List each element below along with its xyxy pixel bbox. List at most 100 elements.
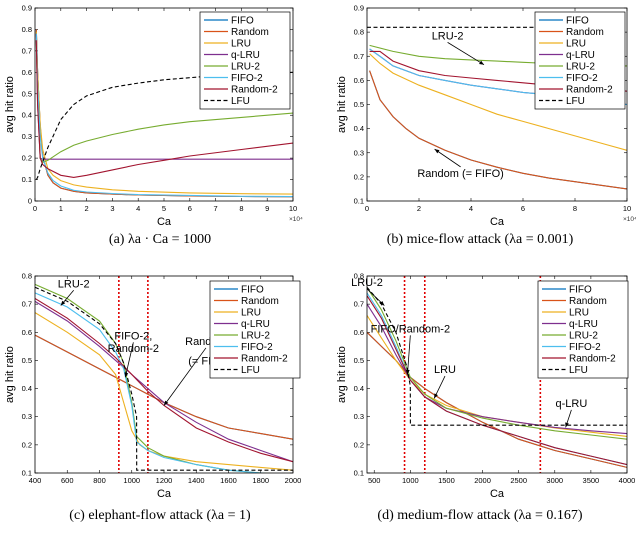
arrow-head	[60, 300, 66, 306]
legend-entry: FIFO	[566, 16, 589, 27]
y-tick-label: 0.3	[354, 148, 364, 157]
y-tick-label: 0.5	[354, 356, 364, 365]
legend-entry: FIFO-2	[566, 73, 598, 84]
x-axis-label: Ca	[490, 488, 505, 500]
series-line-random-2	[35, 298, 293, 463]
legend-entry: Random-2	[566, 85, 613, 96]
y-tick-label: 0.6	[354, 328, 364, 337]
series-line-random-2	[367, 295, 627, 466]
annotation-arrow	[447, 42, 485, 66]
y-tick-label: 0.8	[22, 272, 32, 281]
legend-entry: LFU	[241, 365, 260, 376]
panel-caption: (b) mice-flow attack (λa = 0.001)	[387, 232, 574, 247]
y-axis-label: avg hit ratio	[4, 76, 16, 133]
legend-entry: Random	[566, 27, 604, 38]
x-tick-label: 0	[33, 204, 37, 213]
y-tick-label: 0.9	[22, 4, 32, 13]
y-tick-label: 0.7	[22, 46, 32, 55]
y-tick-label: 0.5	[354, 100, 364, 109]
panel-caption: (c) elephant-flow attack (λa = 1)	[69, 508, 251, 523]
legend-entry: LFU	[566, 96, 585, 107]
x-tick-label: 10	[289, 204, 297, 213]
x-tick-label: 7	[214, 204, 218, 213]
panel-caption: (d) medium-flow attack (λa = 0.167)	[377, 508, 583, 523]
legend-entry: LRU-2	[231, 62, 260, 73]
x-tick-label: 1800	[252, 476, 269, 485]
x-tick-label: 5	[162, 204, 166, 213]
series-line-fifo-2	[35, 33, 293, 198]
x-tick-label: 1000	[402, 476, 419, 485]
y-axis-label: avg hit ratio	[336, 76, 348, 133]
series-line-lru	[369, 53, 627, 151]
x-axis-label: Ca	[157, 216, 172, 228]
x-tick-label: 10	[623, 204, 631, 213]
series-line-random	[35, 334, 293, 440]
x-tick-label: 8	[573, 204, 577, 213]
x-tick-label: 2000	[285, 476, 302, 485]
y-tick-label: 0.1	[22, 175, 32, 184]
annotation: Random (= FIFO)	[417, 168, 504, 180]
legend-entry: Random-2	[569, 354, 616, 365]
y-tick-label: 0.2	[354, 172, 364, 181]
arrow-head	[434, 149, 440, 154]
legend-entry: LRU-2	[569, 331, 598, 342]
y-tick-label: 0.6	[22, 68, 32, 77]
x-tick-label: 1	[59, 204, 63, 213]
legend-entry: FIFO	[231, 16, 254, 27]
panel-caption: (a) λa · Ca = 1000	[109, 232, 211, 247]
chart-panel-3: 400 600 800 1000 1200 1400 1600 1800 2000 0.1 0.2 0…	[4, 272, 301, 524]
y-tick-label: 0.5	[22, 356, 32, 365]
x-tick-label: 4000	[619, 476, 636, 485]
y-tick-label: 0.3	[22, 132, 32, 141]
x-tick-label: 1500	[438, 476, 455, 485]
series-line-lru-2	[367, 287, 627, 440]
x-tick-label: 1400	[188, 476, 205, 485]
chart-panel-4: 500 1000 1500 2000 2500 3000 3500 4000 0.1 0.2 0.3…	[336, 272, 635, 524]
legend-entry: LRU	[241, 308, 261, 319]
x-tick-label: 4	[469, 204, 473, 213]
x-tick-label: 400	[29, 476, 42, 485]
x-tick-label: 9	[265, 204, 269, 213]
y-tick-label: 0.8	[354, 28, 364, 37]
x-axis-label: Ca	[157, 488, 172, 500]
series-line-random	[367, 331, 627, 468]
x-tick-label: 8	[239, 204, 243, 213]
legend-box	[199, 11, 291, 110]
arrow-head	[405, 369, 410, 375]
annotation-arrow	[407, 335, 411, 375]
y-tick-label: 0.4	[354, 384, 364, 393]
legend-entry: q-LRU	[231, 50, 260, 61]
x-multiplier: ×10⁴	[289, 216, 303, 223]
y-tick-label: 0.4	[22, 384, 32, 393]
series-line-q-lru	[35, 300, 293, 463]
y-axis-label: avg hit ratio	[4, 346, 16, 403]
legend-entry: FIFO	[241, 285, 264, 296]
plot-frame	[34, 7, 294, 202]
series-line-lru	[35, 31, 293, 195]
y-tick-label: 0.1	[354, 469, 364, 478]
legend-entry: LRU-2	[241, 331, 270, 342]
x-axis-label: Ca	[490, 216, 505, 228]
y-tick-label: 0.3	[354, 412, 364, 421]
annotation-arrow	[434, 148, 461, 168]
y-tick-label: 0.4	[22, 111, 32, 120]
x-tick-label: 800	[93, 476, 106, 485]
x-tick-label: 3500	[583, 476, 600, 485]
annotation: FIFO/Random-2	[371, 323, 450, 335]
annotation: q-LRU	[555, 398, 587, 410]
x-tick-label: 2	[417, 204, 421, 213]
legend-entry: FIFO	[569, 285, 592, 296]
x-tick-label: 1000	[123, 476, 140, 485]
annotation: Random-2	[108, 343, 159, 355]
y-tick-label: 0.1	[22, 469, 32, 478]
series-group	[35, 283, 293, 473]
legend-entry: LRU	[566, 39, 586, 50]
x-tick-label: 4	[136, 204, 140, 213]
legend-entry: q-LRU	[569, 319, 598, 330]
y-tick-label: 0.8	[354, 272, 364, 281]
x-tick-label: 2000	[474, 476, 491, 485]
arrow-head	[164, 400, 169, 406]
legend-entry: Random	[569, 296, 607, 307]
